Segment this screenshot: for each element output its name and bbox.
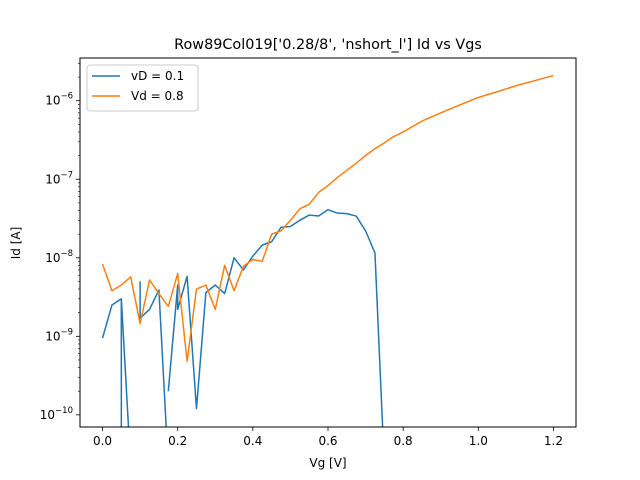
y-tick-label: 10−9 [45,327,73,343]
chart-title: Row89Col019['0.28/8', 'nshort_l'] Id vs … [174,37,482,53]
x-tick-label: 0.2 [168,434,187,448]
x-tick-label: 0.8 [394,434,413,448]
legend: vD = 0.1 Vd = 0.8 [86,64,199,112]
x-tick-label: 0.0 [93,434,112,448]
legend-label-1: vD = 0.1 [131,69,184,83]
series-line-2 [101,74,554,363]
x-tick-label: 0.6 [318,434,337,448]
x-tick-label: 1.0 [469,434,488,448]
y-axis-label: Id [A] [9,227,23,260]
legend-label-2: Vd = 0.8 [131,89,184,103]
axis-ticks: 0.0 0.2 0.4 0.6 0.8 1.0 1.2 10−10 10−9 10−8 10−7 10… [40,62,563,448]
y-tick-label: 10−7 [45,170,73,186]
x-tick-label: 0.4 [243,434,262,448]
x-axis-label: Vg [V] [309,456,346,470]
plot-area [101,74,554,467]
y-tick-label: 10−10 [40,406,73,422]
y-tick-label: 10−8 [45,249,73,265]
x-tick-label: 1.2 [544,434,563,448]
y-tick-label: 10−6 [45,92,73,108]
